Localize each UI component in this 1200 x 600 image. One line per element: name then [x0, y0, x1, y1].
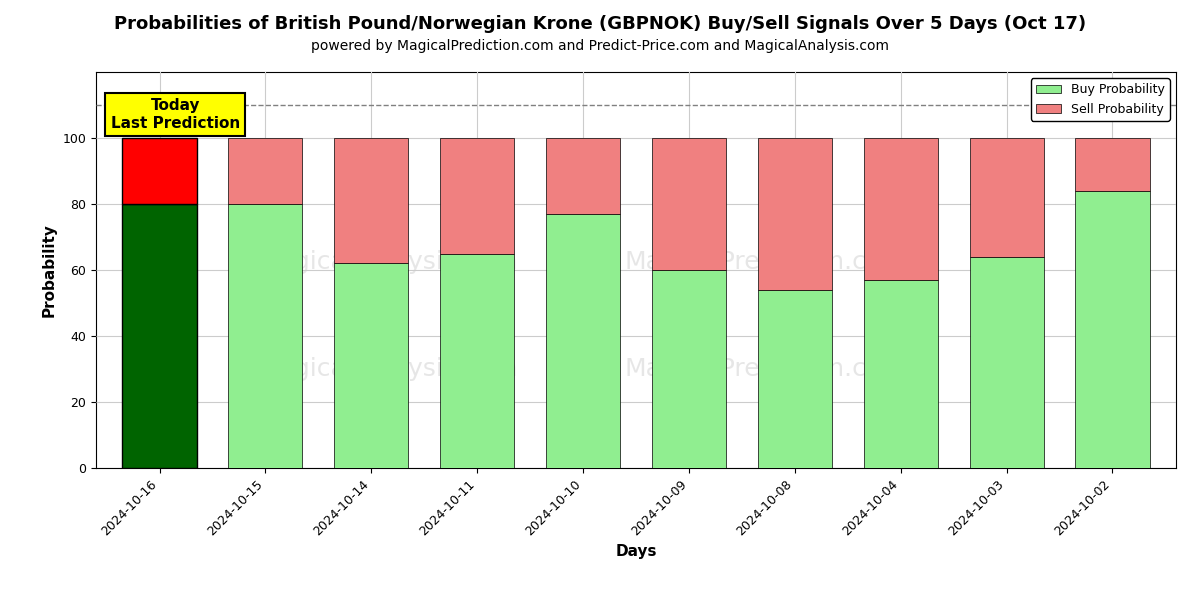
Bar — [864, 138, 937, 280]
Bar — [864, 280, 937, 468]
Bar — [440, 253, 515, 468]
Text: Probabilities of British Pound/Norwegian Krone (GBPNOK) Buy/Sell Signals Over 5 : Probabilities of British Pound/Norwegian… — [114, 15, 1086, 33]
Bar — [757, 290, 832, 468]
Text: Today
Last Prediction: Today Last Prediction — [110, 98, 240, 131]
Bar — [440, 138, 515, 253]
Bar — [122, 138, 197, 204]
Bar — [335, 263, 408, 468]
Bar — [652, 270, 726, 468]
Bar — [546, 214, 620, 468]
Legend: Buy Probability, Sell Probability: Buy Probability, Sell Probability — [1031, 78, 1170, 121]
Text: MagicalAnalysis.com: MagicalAnalysis.com — [258, 357, 517, 381]
X-axis label: Days: Days — [616, 544, 656, 559]
Bar — [335, 138, 408, 263]
Bar — [1075, 191, 1150, 468]
Text: MagicalPrediction.com: MagicalPrediction.com — [625, 250, 906, 274]
Bar — [1075, 138, 1150, 191]
Bar — [228, 138, 302, 204]
Bar — [228, 204, 302, 468]
Bar — [122, 204, 197, 468]
Text: MagicalPrediction.com: MagicalPrediction.com — [625, 357, 906, 381]
Bar — [970, 138, 1044, 257]
Y-axis label: Probability: Probability — [42, 223, 56, 317]
Text: MagicalAnalysis.com: MagicalAnalysis.com — [258, 250, 517, 274]
Bar — [757, 138, 832, 290]
Bar — [970, 257, 1044, 468]
Bar — [652, 138, 726, 270]
Bar — [546, 138, 620, 214]
Text: powered by MagicalPrediction.com and Predict-Price.com and MagicalAnalysis.com: powered by MagicalPrediction.com and Pre… — [311, 39, 889, 53]
